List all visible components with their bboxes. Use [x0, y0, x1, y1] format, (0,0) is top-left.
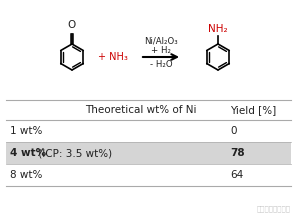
- Text: 4 wt%: 4 wt%: [10, 148, 46, 158]
- Text: 64: 64: [230, 170, 243, 180]
- Text: 1 wt%: 1 wt%: [10, 126, 42, 136]
- Text: 8 wt%: 8 wt%: [10, 170, 42, 180]
- Text: 纪源生物质课题组: 纪源生物质课题组: [257, 205, 291, 212]
- Text: Ni/Al₂O₃: Ni/Al₂O₃: [144, 37, 178, 46]
- Text: (ICP: 3.5 wt%): (ICP: 3.5 wt%): [35, 148, 112, 158]
- Text: Yield [%]: Yield [%]: [230, 105, 276, 115]
- Text: - H₂O: - H₂O: [150, 60, 172, 69]
- Text: O: O: [68, 20, 76, 30]
- Text: + H₂: + H₂: [151, 46, 171, 55]
- Text: Theoretical wt% of Ni: Theoretical wt% of Ni: [85, 105, 197, 115]
- Text: 0: 0: [230, 126, 236, 136]
- Text: NH₂: NH₂: [208, 24, 228, 34]
- Text: + NH₃: + NH₃: [98, 52, 128, 62]
- Bar: [6, 142, 291, 164]
- Text: 78: 78: [230, 148, 245, 158]
